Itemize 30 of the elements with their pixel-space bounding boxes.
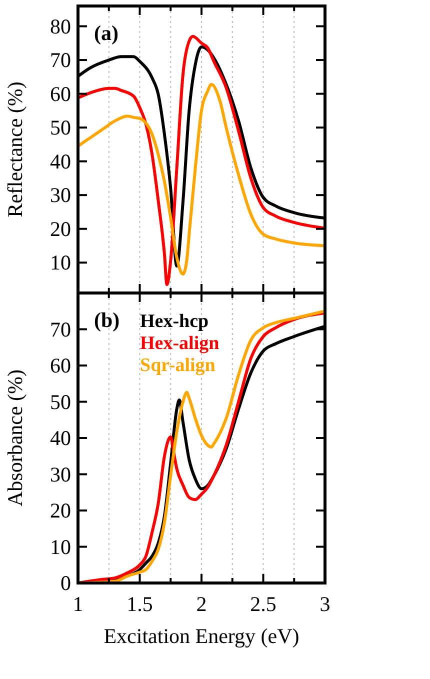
- y-tick-label: 10: [50, 534, 71, 559]
- x-tick-label: 2.5: [250, 592, 276, 616]
- annotation: (a): [94, 21, 118, 45]
- y-tick-label: 40: [50, 426, 71, 450]
- x-axis-title: Excitation Energy (eV): [104, 624, 300, 648]
- series-label: Hex-align: [140, 333, 220, 354]
- y-tick-label: 50: [50, 390, 71, 414]
- y-tick-label: 10: [50, 250, 71, 275]
- y-axis-title: Absorbance (%): [3, 369, 27, 507]
- legend-label: Hex-hcp: [140, 311, 209, 332]
- y-tick-label: 20: [50, 498, 71, 522]
- y-tick-label: 70: [50, 48, 71, 72]
- y-tick-label: 20: [50, 216, 71, 241]
- x-tick-label: 3: [320, 592, 330, 616]
- x-tick-label: 2: [196, 592, 207, 616]
- line-series: [78, 82, 325, 276]
- x-tick-label: 1.5: [126, 592, 153, 616]
- y-tick-label: 70: [50, 317, 71, 342]
- y-tick-label: 40: [50, 149, 71, 174]
- y-tick-label: 30: [50, 462, 71, 486]
- annotation: (b): [94, 308, 120, 332]
- x-tick-label: 1: [72, 592, 84, 616]
- y-tick-label: 80: [50, 14, 71, 38]
- y-tick-label: 0: [60, 571, 71, 595]
- y-tick-label: 60: [50, 354, 71, 378]
- y-tick-label: 50: [50, 116, 71, 140]
- y-axis-title: Reflectance (%): [3, 82, 27, 218]
- y-tick-label: 60: [50, 82, 71, 106]
- series-label: Sqr-align: [140, 355, 216, 376]
- y-tick-label: 30: [50, 183, 71, 208]
